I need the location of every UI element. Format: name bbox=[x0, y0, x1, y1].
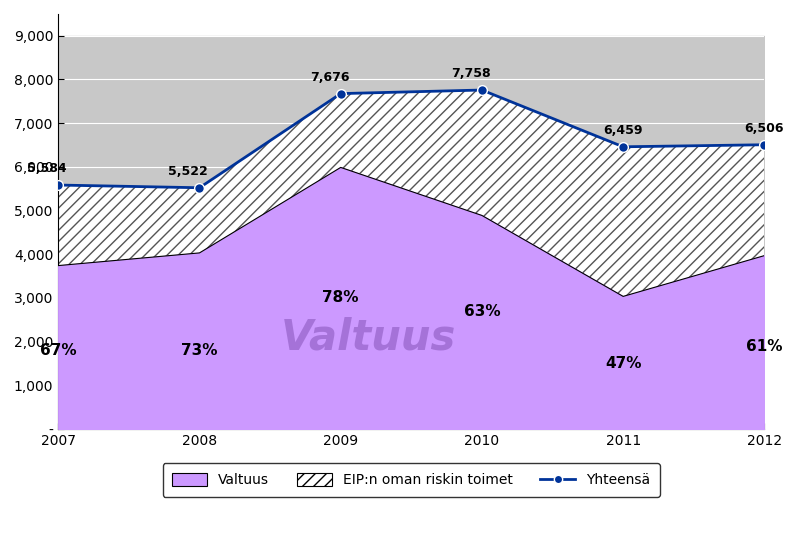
Text: 61%: 61% bbox=[746, 339, 783, 354]
Text: 78%: 78% bbox=[322, 291, 359, 305]
Text: 67%: 67% bbox=[40, 343, 77, 358]
Text: 6,459: 6,459 bbox=[603, 124, 643, 137]
Text: 63%: 63% bbox=[464, 304, 500, 319]
Text: 5,584: 5,584 bbox=[27, 162, 67, 175]
Text: 47%: 47% bbox=[605, 356, 642, 371]
Text: Valtuus: Valtuus bbox=[282, 316, 456, 358]
Text: 6,506: 6,506 bbox=[745, 122, 784, 135]
Text: 7,676: 7,676 bbox=[310, 71, 350, 84]
Text: 7,758: 7,758 bbox=[451, 68, 491, 80]
Text: 5,522: 5,522 bbox=[168, 165, 208, 178]
Legend: Valtuus, EIP:n oman riskin toimet, Yhteensä: Valtuus, EIP:n oman riskin toimet, Yhtee… bbox=[163, 464, 660, 497]
Text: 73%: 73% bbox=[181, 343, 218, 358]
